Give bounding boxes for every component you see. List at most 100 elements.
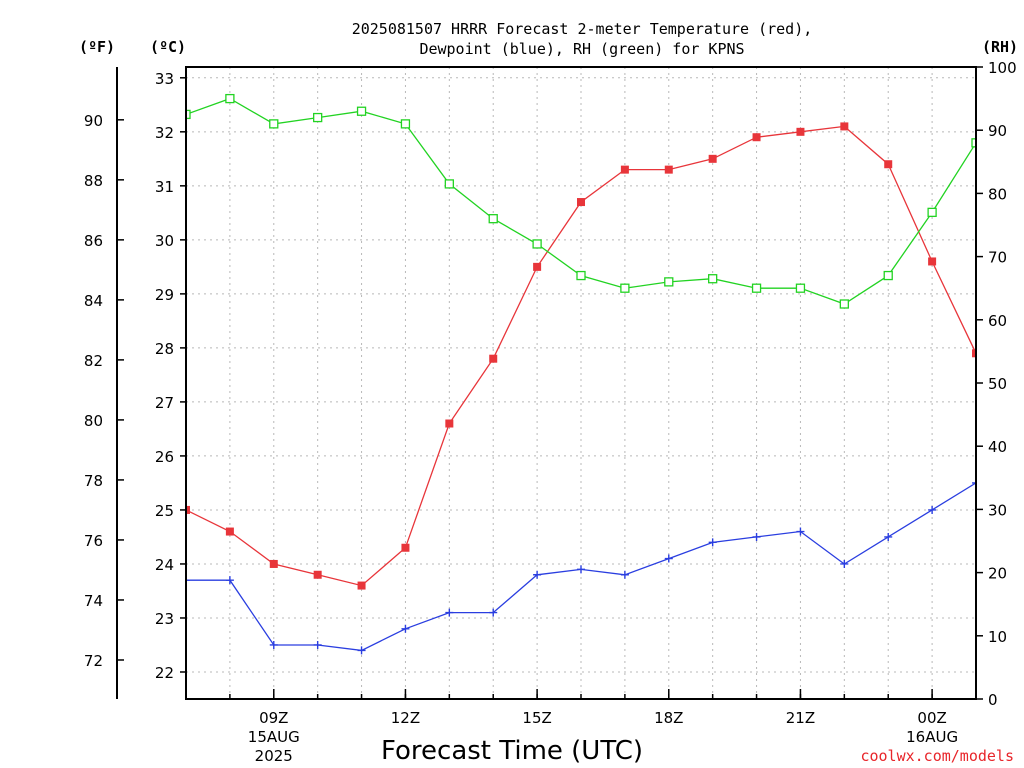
dewpoint-point xyxy=(796,527,805,536)
fahrenheit-unit-label: (ºF) xyxy=(79,38,115,56)
rh-point xyxy=(444,179,454,189)
rh-point xyxy=(313,112,323,123)
dewpoint-point xyxy=(313,640,322,649)
rh-point xyxy=(620,283,630,293)
rh-point xyxy=(269,119,279,129)
fahrenheit-tick-label: 74 xyxy=(84,592,103,610)
dewpoint-point xyxy=(708,538,717,547)
celsius-tick-label: 24 xyxy=(155,556,174,574)
rh-point xyxy=(664,277,674,287)
rh-tick-label: 10 xyxy=(988,628,1007,646)
x-axis-label: Forecast Time (UTC) xyxy=(381,736,643,766)
temperature-point xyxy=(752,133,761,142)
fahrenheit-tick-label: 76 xyxy=(84,532,103,550)
temperature-point xyxy=(445,419,454,428)
fahrenheit-tick-label: 78 xyxy=(84,472,103,490)
celsius-tick-label: 22 xyxy=(155,664,174,682)
temperature-point xyxy=(357,581,366,590)
dewpoint-point xyxy=(664,554,673,563)
temperature-point xyxy=(928,257,937,266)
rh-point xyxy=(225,93,235,104)
temperature-point xyxy=(664,165,673,174)
rh-tick-label: 50 xyxy=(988,375,1007,393)
rh-point xyxy=(839,299,849,309)
celsius-tick-label: 33 xyxy=(155,70,174,88)
dewpoint-point xyxy=(445,608,454,617)
temperature-point xyxy=(972,349,976,358)
dewpoint-point xyxy=(186,576,190,585)
plot-frame xyxy=(185,66,977,700)
rh-point xyxy=(576,270,586,281)
x-tick-label: 15Z xyxy=(522,709,551,727)
fahrenheit-tick-label: 86 xyxy=(84,232,103,250)
temperature-point xyxy=(884,160,893,169)
temperature-point xyxy=(840,122,849,131)
x-tick-label: 16AUG xyxy=(906,728,958,746)
x-tick-label: 21Z xyxy=(786,709,815,727)
rh-tick-label: 80 xyxy=(988,185,1007,203)
rh-tick-label: 70 xyxy=(988,249,1007,267)
rh-point xyxy=(708,274,718,284)
celsius-unit-label: (ºC) xyxy=(150,38,186,56)
dewpoint-point xyxy=(269,640,278,649)
rh-tick-label: 30 xyxy=(988,501,1007,519)
dewpoint-point xyxy=(884,532,893,541)
rh-point xyxy=(927,207,937,218)
temperature-point xyxy=(269,559,278,568)
grid-lines xyxy=(185,67,977,699)
fahrenheit-tick-label: 82 xyxy=(84,352,103,370)
dewpoint-point xyxy=(577,565,585,574)
dewpoint-point xyxy=(225,576,234,585)
rh-point xyxy=(795,283,806,293)
dewpoint-point xyxy=(489,608,498,617)
dewpoint-point xyxy=(357,646,366,655)
rh-point xyxy=(356,106,367,116)
temperature-point xyxy=(796,127,805,136)
temperature-point xyxy=(708,154,717,163)
fahrenheit-tick-label: 84 xyxy=(84,292,103,310)
temperature-point xyxy=(225,527,234,536)
rh-tick-label: 100 xyxy=(988,59,1017,77)
rh-tick-label: 90 xyxy=(988,122,1007,140)
rh-series xyxy=(186,93,976,309)
rh-point xyxy=(883,270,893,281)
rh-point xyxy=(971,138,976,148)
fahrenheit-tick-label: 90 xyxy=(84,112,103,130)
rh-tick-label: 0 xyxy=(988,691,998,709)
dewpoint-point xyxy=(972,478,976,487)
axis-ticks: 22 23 24 25 26 27 28 29 30 31 32 33 72 74 76 78 80 82 84 86… xyxy=(84,59,1017,765)
rh-point xyxy=(532,239,542,249)
rh-point xyxy=(186,109,191,120)
x-tick-label: 09Z xyxy=(259,709,288,727)
rh-tick-label: 40 xyxy=(988,438,1007,456)
temperature-point xyxy=(620,165,629,174)
dewpoint-point xyxy=(620,570,629,579)
celsius-tick-label: 32 xyxy=(155,124,174,142)
rh-point xyxy=(488,214,498,224)
credit-text: coolwx.com/models xyxy=(860,747,1014,765)
celsius-tick-label: 25 xyxy=(155,502,174,520)
fahrenheit-tick-label: 80 xyxy=(84,412,103,430)
celsius-tick-label: 27 xyxy=(155,394,174,412)
rh-point xyxy=(400,119,411,129)
temperature-point xyxy=(577,198,585,207)
dewpoint-point xyxy=(533,570,542,579)
rh-tick-label: 20 xyxy=(988,565,1007,583)
temperature-point xyxy=(186,505,190,514)
dewpoint-point xyxy=(840,559,849,568)
chart-title-line2: Dewpoint (blue), RH (green) for KPNS xyxy=(419,40,744,58)
dewpoint-point xyxy=(928,505,937,514)
celsius-tick-label: 31 xyxy=(155,178,174,196)
chart-title-line1: 2025081507 HRRR Forecast 2-meter Tempera… xyxy=(352,20,813,38)
dewpoint-point xyxy=(401,624,410,633)
temperature-point xyxy=(401,543,410,552)
series-layer xyxy=(186,93,976,655)
fahrenheit-tick-label: 88 xyxy=(84,172,103,190)
celsius-tick-label: 23 xyxy=(155,610,174,628)
temperature-point xyxy=(533,262,542,271)
x-tick-label: 18Z xyxy=(654,709,683,727)
celsius-tick-label: 30 xyxy=(155,232,174,250)
x-tick-label: 2025 xyxy=(255,747,293,765)
celsius-tick-label: 29 xyxy=(155,286,174,304)
temperature-series xyxy=(186,122,976,590)
